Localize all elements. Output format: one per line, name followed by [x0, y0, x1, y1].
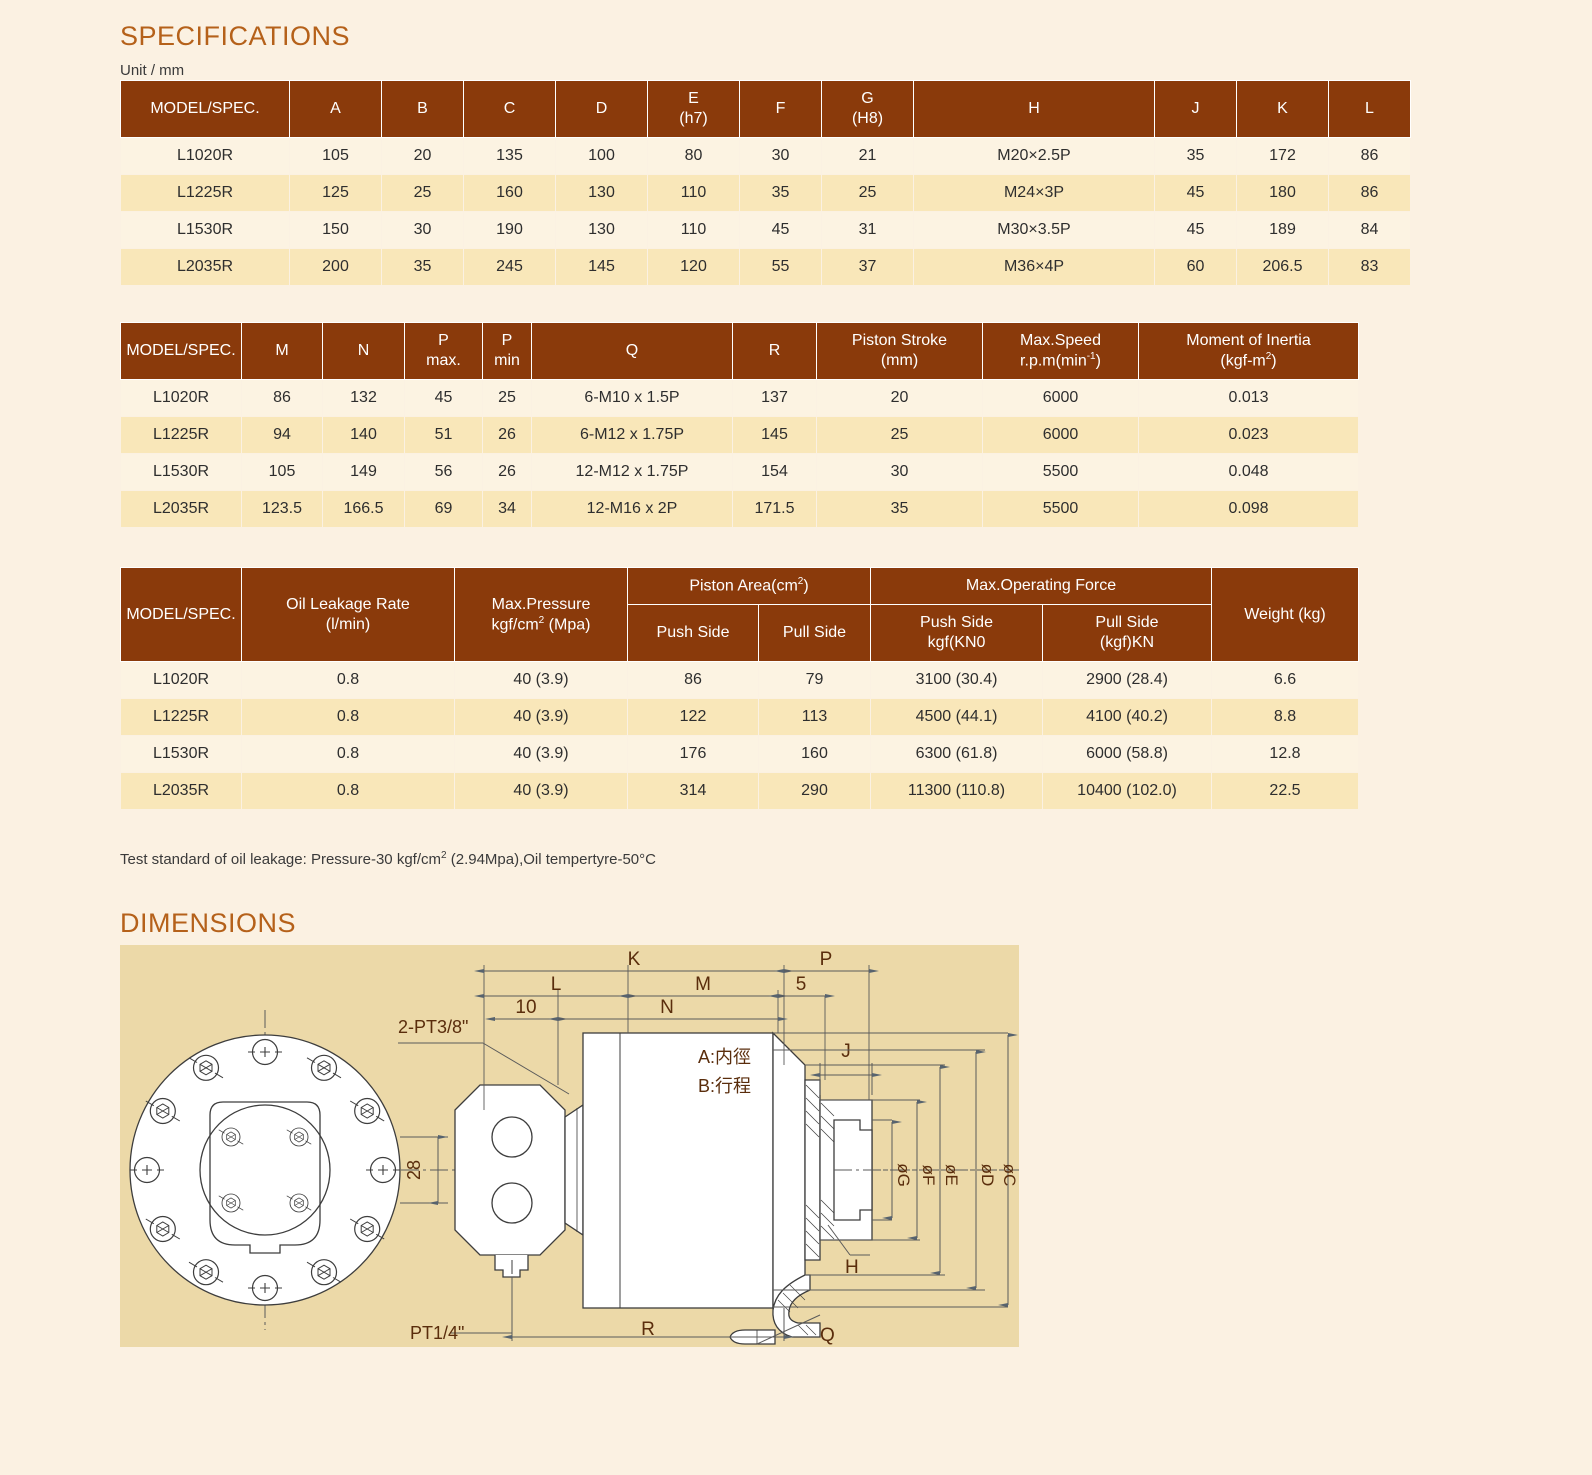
svg-text:28: 28 [404, 1160, 424, 1180]
svg-text:J: J [841, 1041, 851, 1062]
svg-text:øD: øD [978, 1164, 997, 1187]
svg-text:A:内徑: A:内徑 [698, 1047, 751, 1067]
svg-text:2-PT3/8": 2-PT3/8" [398, 1017, 468, 1037]
svg-text:øE: øE [942, 1164, 961, 1186]
svg-text:B:行程: B:行程 [698, 1076, 751, 1096]
svg-text:øC: øC [1000, 1164, 1019, 1187]
svg-text:M: M [695, 974, 711, 995]
svg-text:L: L [551, 974, 562, 995]
svg-text:10: 10 [515, 997, 536, 1018]
svg-text:5: 5 [796, 974, 807, 995]
svg-text:R: R [641, 1319, 655, 1340]
svg-text:øG: øG [894, 1163, 913, 1187]
svg-text:K: K [628, 949, 641, 970]
svg-text:øF: øF [919, 1165, 938, 1186]
svg-text:PT1/4": PT1/4" [410, 1323, 464, 1343]
svg-text:N: N [660, 997, 674, 1018]
svg-text:P: P [820, 949, 833, 970]
svg-text:Q: Q [820, 1325, 835, 1346]
